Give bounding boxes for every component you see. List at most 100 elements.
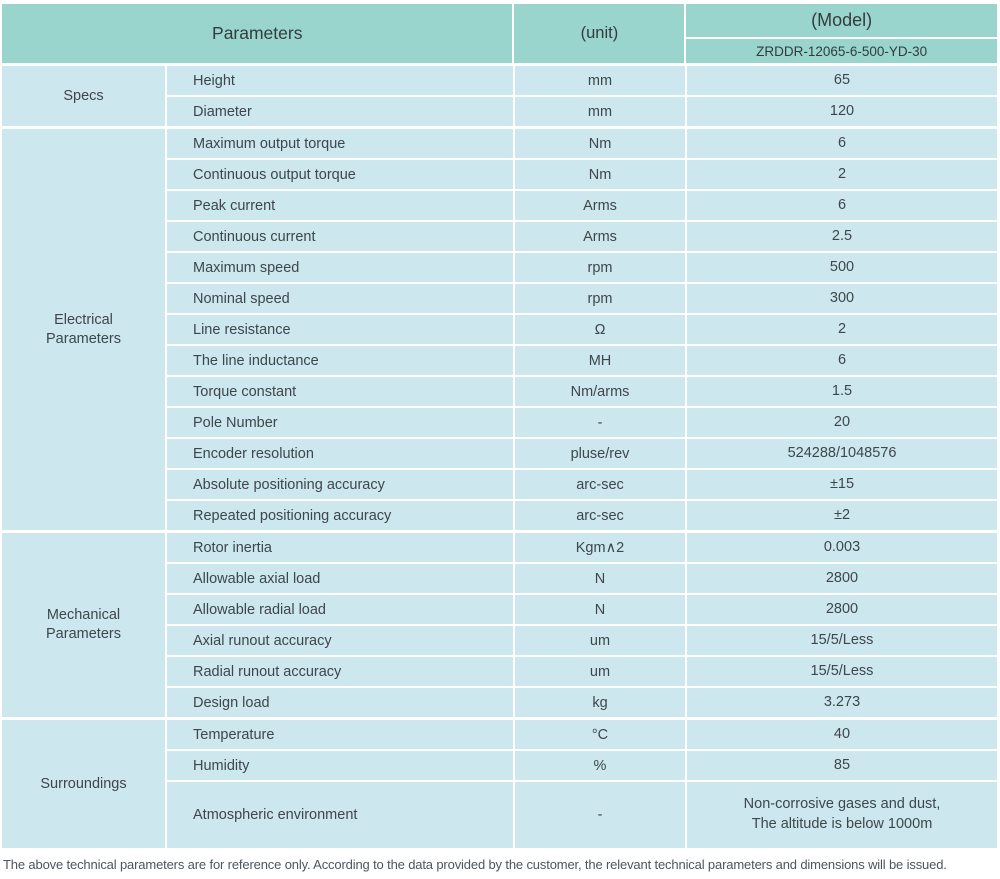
value-cell: 300: [687, 284, 997, 313]
section-surroundings: Surroundings Temperature °C 40 Humidity% 85 At…: [2, 720, 997, 848]
header-model-value: ZRDDR-12065-6-500-YD-30: [686, 39, 997, 63]
table-row: The line inductance MH 6: [167, 346, 997, 375]
value-cell: 2.5: [687, 222, 997, 251]
table-row: Radial runout accuracy um 15/5/Less: [167, 657, 997, 686]
header-unit: (unit): [514, 4, 685, 63]
unit-cell: MH: [515, 346, 685, 375]
table-row: Absolute positioning accuracy arc-sec ±15: [167, 470, 997, 499]
value-cell: ±2: [687, 501, 997, 530]
header-parameters-label: Parameters: [212, 23, 303, 43]
param-cell: Axial runout accuracy: [167, 626, 513, 655]
value-cell: 2800: [687, 595, 997, 624]
table-row: Height mm 65: [167, 66, 997, 95]
section-rows: Temperature °C 40 Humidity% 85 Atmospheric en…: [167, 720, 997, 848]
unit-cell: um: [515, 626, 685, 655]
param-cell: The line inductance: [167, 346, 513, 375]
unit-cell: N: [515, 595, 685, 624]
param-cell: Continuous current: [167, 222, 513, 251]
unit-cell: -: [515, 782, 685, 848]
value-cell: 6: [687, 191, 997, 220]
table-row: Allowable radial load N 2800: [167, 595, 997, 624]
table-row: Diameter mm 120: [167, 97, 997, 126]
section-label: Specs: [2, 66, 165, 126]
param-cell: Peak current: [167, 191, 513, 220]
section-rows: Rotor inertia Kgm∧2 0.003 Allowable axial l…: [167, 533, 997, 717]
table-row: Humidity% 85: [167, 751, 997, 780]
table-row: Repeated positioning accuracy arc-sec ±2: [167, 501, 997, 530]
value-cell: 2800: [687, 564, 997, 593]
value-cell: 6: [687, 346, 997, 375]
value-cell: 20: [687, 408, 997, 437]
unit-cell: %: [515, 751, 685, 780]
spec-table: Parameters (unit) (Model) ZRDDR-12065-6-…: [2, 4, 997, 848]
value-cell: 6: [687, 129, 997, 158]
value-cell: 2: [687, 160, 997, 189]
unit-cell: Ω: [515, 315, 685, 344]
table-header-row: Parameters (unit) (Model) ZRDDR-12065-6-…: [2, 4, 997, 63]
table-row: Line resistance Ω 2: [167, 315, 997, 344]
unit-cell: um: [515, 657, 685, 686]
value-cell: 0.003: [687, 533, 997, 562]
header-parameters: Parameters: [2, 4, 513, 63]
table-row: Axial runout accuracy um 15/5/Less: [167, 626, 997, 655]
table-row: Rotor inertia Kgm∧2 0.003: [167, 533, 997, 562]
header-model-value-text: ZRDDR-12065-6-500-YD-30: [756, 43, 928, 59]
table-row: Torque constant Nm/arms 1.5: [167, 377, 997, 406]
header-unit-label: (unit): [580, 24, 619, 42]
param-cell: Humidity: [167, 751, 513, 780]
unit-cell: arc-sec: [515, 501, 685, 530]
section-rows: Maximum output torque Nm 6 Continuous outpu…: [167, 129, 997, 530]
unit-cell: arc-sec: [515, 470, 685, 499]
value-cell: 2: [687, 315, 997, 344]
unit-cell: kg: [515, 688, 685, 717]
param-cell: Continuous output torque: [167, 160, 513, 189]
value-cell: ±15: [687, 470, 997, 499]
value-cell: 40: [687, 720, 997, 749]
table-row: Allowable axial load N 2800: [167, 564, 997, 593]
value-cell: 524288/1048576: [687, 439, 997, 468]
section-label: Mechanical Parameters: [2, 533, 165, 717]
value-cell: 65: [687, 66, 997, 95]
unit-cell: Arms: [515, 191, 685, 220]
table-row: Design load kg 3.273: [167, 688, 997, 717]
param-cell: Temperature: [167, 720, 513, 749]
table-row: Nominal speed rpm 300: [167, 284, 997, 313]
unit-cell: rpm: [515, 253, 685, 282]
unit-cell: mm: [515, 66, 685, 95]
table-body: Specs Height mm 65 Diameter mm 120 Electrical P…: [2, 66, 997, 848]
param-cell: Nominal speed: [167, 284, 513, 313]
table-row: Maximum speed rpm 500: [167, 253, 997, 282]
section-label: Electrical Parameters: [2, 129, 165, 530]
table-row: Continuous output torque Nm 2: [167, 160, 997, 189]
table-row: Atmospheric environment - Non-corrosive ga…: [167, 782, 997, 848]
table-row: Temperature °C 40: [167, 720, 997, 749]
table-row: Pole Number -20: [167, 408, 997, 437]
header-model-label: (Model): [811, 10, 873, 30]
header-model: (Model): [686, 4, 997, 37]
param-cell: Torque constant: [167, 377, 513, 406]
unit-cell: mm: [515, 97, 685, 126]
unit-cell: °C: [515, 720, 685, 749]
unit-cell: Kgm∧2: [515, 533, 685, 562]
table-row: Encoder resolution pluse/rev 524288/104857…: [167, 439, 997, 468]
param-cell: Maximum speed: [167, 253, 513, 282]
section-electrical-parameters: Electrical Parameters Maximum output torq…: [2, 129, 997, 530]
unit-cell: Arms: [515, 222, 685, 251]
unit-cell: N: [515, 564, 685, 593]
value-cell: 1.5: [687, 377, 997, 406]
unit-cell: -: [515, 408, 685, 437]
param-cell: Allowable radial load: [167, 595, 513, 624]
value-cell: 500: [687, 253, 997, 282]
unit-cell: Nm: [515, 129, 685, 158]
unit-cell: rpm: [515, 284, 685, 313]
footer-note: The above technical parameters are for r…: [3, 857, 947, 872]
param-cell: Repeated positioning accuracy: [167, 501, 513, 530]
header-model-column: (Model) ZRDDR-12065-6-500-YD-30: [686, 4, 997, 63]
param-cell: Height: [167, 66, 513, 95]
unit-cell: Nm/arms: [515, 377, 685, 406]
param-cell: Diameter: [167, 97, 513, 126]
value-cell: 15/5/Less: [687, 657, 997, 686]
param-cell: Allowable axial load: [167, 564, 513, 593]
value-cell: 15/5/Less: [687, 626, 997, 655]
